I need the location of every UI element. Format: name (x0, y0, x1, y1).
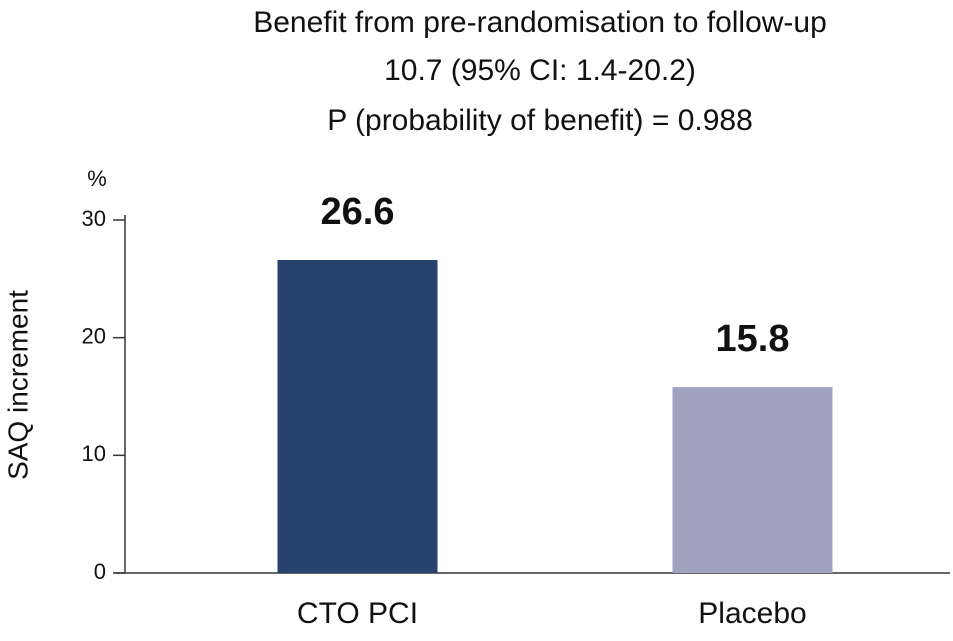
chart-title: P (probability of benefit) = 0.988 (327, 104, 753, 137)
bar (672, 387, 833, 573)
chart-title: 10.7 (95% CI: 1.4-20.2) (384, 54, 696, 87)
value-label: 26.6 (321, 191, 395, 233)
y-tick-label: 10 (82, 441, 106, 466)
chart-title: Benefit from pre-randomisation to follow… (253, 6, 827, 39)
x-tick-label: CTO PCI (297, 597, 418, 630)
y-tick-label: 0 (94, 559, 106, 584)
value-label: 15.8 (716, 318, 790, 360)
y-axis-label: SAQ increment (2, 290, 33, 480)
y-tick-label: 20 (82, 323, 106, 348)
bar (277, 260, 438, 573)
y-unit: % (87, 166, 107, 191)
y-tick-label: 30 (82, 206, 106, 231)
x-tick-label: Placebo (698, 597, 806, 630)
